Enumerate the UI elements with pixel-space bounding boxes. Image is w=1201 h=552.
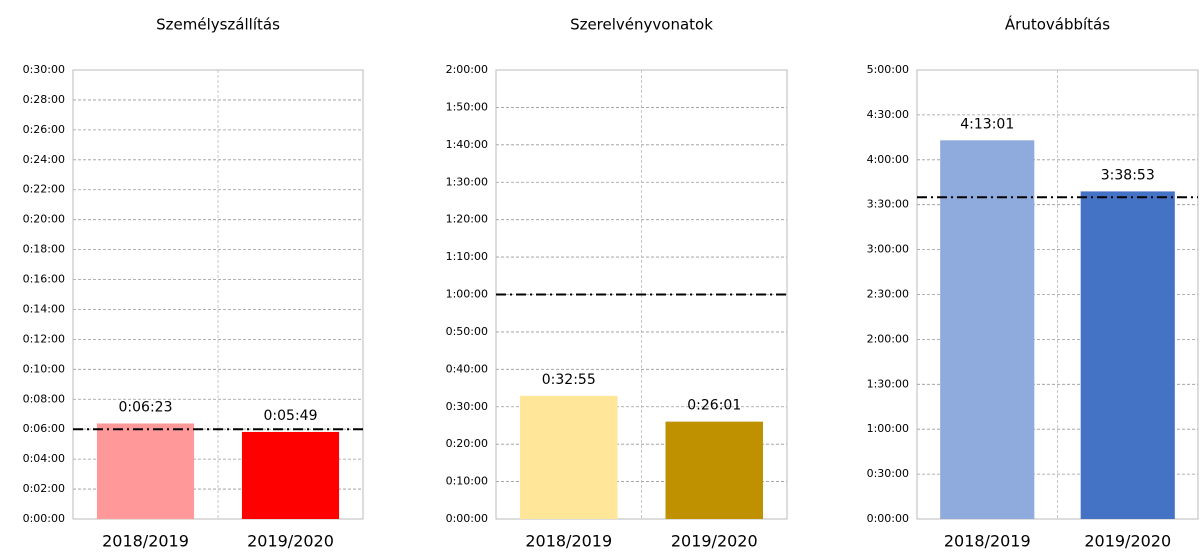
y-tick-label: 0:40:00 bbox=[446, 362, 488, 375]
plot-border bbox=[916, 69, 1199, 520]
y-tick-label: 0:18:00 bbox=[23, 243, 65, 256]
chart-title: Árutovábbítás bbox=[1005, 15, 1110, 34]
y-tick-label: 0:10:00 bbox=[446, 475, 488, 488]
x-tick-label: 2019/2020 bbox=[247, 532, 334, 551]
y-tick-label: 0:20:00 bbox=[446, 437, 488, 450]
value-label: 0:32:55 bbox=[542, 372, 596, 388]
y-tick-label: 1:50:00 bbox=[446, 100, 488, 113]
y-tick-label: 0:14:00 bbox=[23, 302, 65, 315]
chart-title: Szerelvényvonatok bbox=[570, 16, 713, 34]
y-tick-label: 0:28:00 bbox=[23, 93, 65, 106]
x-tick-label: 2018/2019 bbox=[102, 532, 189, 551]
y-tick-label: 2:00:00 bbox=[446, 63, 488, 76]
y-tick-label: 0:00:00 bbox=[23, 512, 65, 525]
y-tick-label: 0:30:00 bbox=[23, 63, 65, 76]
chart: Szerelvényvonatok 0:00:00 0:10:00 0:20:00 0:… bbox=[446, 16, 788, 551]
y-tick-label: 0:04:00 bbox=[23, 452, 65, 465]
y-tick-label: 1:00:00 bbox=[446, 288, 488, 301]
y-tick-label: 2:00:00 bbox=[867, 332, 909, 345]
y-tick-label: 0:30:00 bbox=[446, 400, 488, 413]
y-tick-label: 0:10:00 bbox=[23, 362, 65, 375]
y-tick-label: 0:16:00 bbox=[23, 273, 65, 286]
value-label: 3:38:53 bbox=[1101, 167, 1155, 183]
y-tick-label: 5:00:00 bbox=[867, 63, 909, 76]
y-tick-label: 1:00:00 bbox=[867, 422, 909, 435]
y-tick-label: 3:00:00 bbox=[867, 243, 909, 256]
y-tick-label: 1:40:00 bbox=[446, 138, 488, 151]
bar bbox=[520, 395, 618, 519]
bar bbox=[96, 423, 195, 519]
y-tick-label: 4:30:00 bbox=[867, 108, 909, 121]
y-tick-label: 0:06:00 bbox=[23, 422, 65, 435]
chart: Személyszállítás 0:00:00 0:02:00 0:04:00 0:0… bbox=[23, 16, 364, 551]
x-tick-label: 2019/2020 bbox=[671, 532, 758, 551]
plot-border bbox=[72, 69, 364, 520]
bar bbox=[665, 421, 763, 519]
y-tick-label: 3:30:00 bbox=[867, 198, 909, 211]
bar bbox=[241, 431, 340, 519]
chart-title: Személyszállítás bbox=[156, 16, 280, 34]
x-tick-label: 2018/2019 bbox=[525, 532, 612, 551]
chart: Árutovábbítás 0:00:00 0:30:00 1:00:00 1:30:0… bbox=[867, 15, 1199, 551]
y-tick-label: 0:22:00 bbox=[23, 183, 65, 196]
x-tick-label: 2018/2019 bbox=[944, 532, 1031, 551]
y-tick-label: 1:20:00 bbox=[446, 213, 488, 226]
y-tick-label: 4:00:00 bbox=[867, 153, 909, 166]
y-tick-label: 0:00:00 bbox=[867, 512, 909, 525]
y-tick-label: 0:24:00 bbox=[23, 153, 65, 166]
x-tick-label: 2019/2020 bbox=[1084, 532, 1171, 551]
y-tick-label: 0:30:00 bbox=[867, 467, 909, 480]
y-tick-label: 0:20:00 bbox=[23, 213, 65, 226]
bar bbox=[940, 140, 1035, 519]
y-tick-label: 2:30:00 bbox=[867, 288, 909, 301]
value-label: 0:05:49 bbox=[264, 408, 318, 424]
y-tick-label: 0:00:00 bbox=[446, 512, 488, 525]
bar bbox=[1080, 191, 1175, 520]
y-tick-label: 0:26:00 bbox=[23, 123, 65, 136]
value-label: 0:06:23 bbox=[119, 399, 173, 415]
y-tick-label: 0:12:00 bbox=[23, 332, 65, 345]
y-tick-label: 1:10:00 bbox=[446, 250, 488, 263]
value-label: 0:26:01 bbox=[687, 398, 741, 414]
y-tick-label: 0:02:00 bbox=[23, 482, 65, 495]
y-tick-label: 0:50:00 bbox=[446, 325, 488, 338]
y-tick-label: 1:30:00 bbox=[867, 377, 909, 390]
y-tick-label: 1:30:00 bbox=[446, 175, 488, 188]
value-label: 4:13:01 bbox=[960, 116, 1014, 132]
y-tick-label: 0:08:00 bbox=[23, 392, 65, 405]
